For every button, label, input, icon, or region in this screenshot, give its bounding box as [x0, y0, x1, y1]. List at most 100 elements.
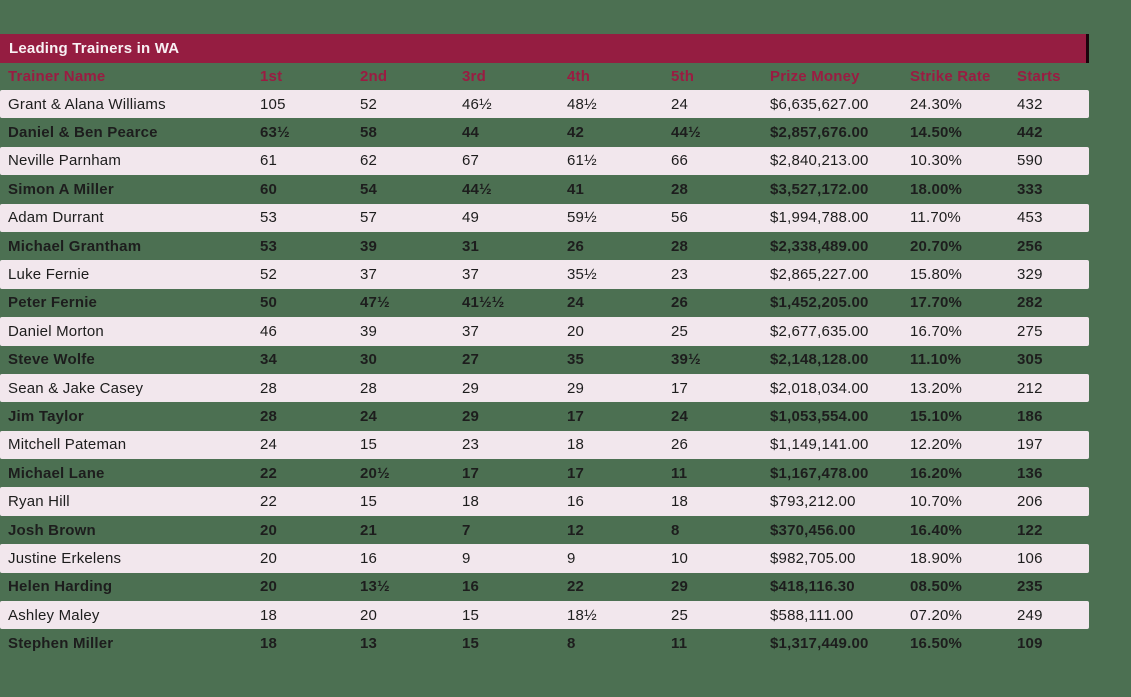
cell-1st: 53 [260, 237, 278, 255]
cell-starts: 109 [1017, 635, 1043, 653]
cell-starts: 256 [1017, 237, 1043, 255]
table-row: Michael Grantham 53 39 31 26 28 $2,338,489.00 2… [0, 232, 1089, 260]
cell-starts: 442 [1017, 124, 1043, 142]
cell-prize-money: $982,705.00 [770, 549, 856, 567]
cell-1st: 22 [260, 493, 278, 511]
column-header-3rd: 3rd [462, 68, 486, 85]
cell-5th: 28 [671, 180, 689, 198]
cell-strike-rate: 18.00% [910, 180, 963, 198]
cell-5th: 44½ [671, 124, 701, 142]
cell-strike-rate: 11.10% [910, 351, 962, 369]
cell-3rd: 67 [462, 152, 480, 170]
cell-prize-money: $1,994,788.00 [770, 209, 869, 227]
column-header-starts: Starts [1017, 68, 1061, 85]
table-row: Grant & Alana Williams 105 52 46½ 48½ 24 $6,63… [0, 90, 1089, 119]
cell-starts: 122 [1017, 521, 1043, 539]
cell-starts: 282 [1017, 294, 1043, 312]
cell-2nd: 28 [360, 379, 378, 397]
table-row: Peter Fernie 50 47½ 41½½ 24 26 $1,452,205.00 17… [0, 289, 1089, 317]
cell-4th: 18½ [567, 606, 597, 624]
cell-4th: 59½ [567, 209, 597, 227]
cell-5th: 26 [671, 294, 689, 312]
table-row: Justine Erkelens 20 16 9 9 10 $982,705.00 18.90… [0, 544, 1089, 573]
cell-trainer-name: Stephen Miller [8, 635, 114, 653]
cell-starts: 432 [1017, 95, 1043, 113]
cell-5th: 17 [671, 379, 689, 397]
cell-prize-money: $588,111.00 [770, 606, 854, 624]
cell-strike-rate: 10.70% [910, 493, 963, 511]
cell-3rd: 49 [462, 209, 480, 227]
cell-trainer-name: Michael Grantham [8, 237, 142, 255]
cell-4th: 8 [567, 635, 576, 653]
cell-1st: 20 [260, 549, 278, 567]
cell-starts: 590 [1017, 152, 1043, 170]
cell-2nd: 15 [360, 436, 378, 454]
cell-4th: 17 [567, 464, 585, 482]
table-row: Josh Brown 20 21 7 12 8 $370,456.00 16.40% 122 [0, 516, 1089, 544]
column-header-1st: 1st [260, 68, 283, 85]
cell-1st: 60 [260, 180, 278, 198]
cell-trainer-name: Neville Parnham [8, 152, 122, 170]
cell-4th: 24 [567, 294, 585, 312]
cell-5th: 23 [671, 266, 689, 284]
cell-4th: 18 [567, 436, 585, 454]
cell-prize-money: $1,149,141.00 [770, 436, 869, 454]
cell-2nd: 20½ [360, 464, 390, 482]
table-row: Michael Lane 22 20½ 17 17 11 $1,167,478.00 16.2… [0, 459, 1089, 487]
cell-4th: 26 [567, 237, 585, 255]
cell-5th: 8 [671, 521, 680, 539]
cell-strike-rate: 16.40% [910, 521, 963, 539]
cell-3rd: 9 [462, 549, 471, 567]
cell-strike-rate: 13.20% [910, 379, 963, 397]
cell-1st: 105 [260, 95, 286, 113]
table-row: Steve Wolfe 34 30 27 35 39½ $2,148,128.00 11.10… [0, 346, 1089, 374]
cell-starts: 186 [1017, 407, 1043, 425]
cell-5th: 28 [671, 237, 689, 255]
cell-trainer-name: Jim Taylor [8, 407, 84, 425]
cell-trainer-name: Adam Durrant [8, 209, 104, 227]
cell-2nd: 24 [360, 407, 378, 425]
cell-trainer-name: Ashley Maley [8, 606, 100, 624]
cell-starts: 206 [1017, 493, 1043, 511]
cell-starts: 453 [1017, 209, 1043, 227]
cell-1st: 34 [260, 351, 278, 369]
column-header-trainer-name: Trainer Name [8, 68, 106, 85]
cell-5th: 56 [671, 209, 689, 227]
cell-4th: 35½ [567, 266, 597, 284]
table-row: Ashley Maley 18 20 15 18½ 25 $588,111.00 07.20%… [0, 601, 1089, 630]
cell-2nd: 21 [360, 521, 378, 539]
cell-5th: 26 [671, 436, 689, 454]
cell-4th: 12 [567, 521, 585, 539]
table-body: Grant & Alana Williams 105 52 46½ 48½ 24 $6,63… [0, 90, 1089, 658]
cell-3rd: 29 [462, 379, 480, 397]
cell-strike-rate: 20.70% [910, 237, 963, 255]
cell-strike-rate: 18.90% [910, 549, 963, 567]
cell-prize-money: $2,857,676.00 [770, 124, 869, 142]
cell-trainer-name: Ryan Hill [8, 493, 70, 511]
cell-2nd: 16 [360, 549, 378, 567]
cell-2nd: 15 [360, 493, 378, 511]
cell-starts: 235 [1017, 578, 1043, 596]
cell-trainer-name: Mitchell Pateman [8, 436, 127, 454]
cell-prize-money: $1,317,449.00 [770, 635, 869, 653]
cell-trainer-name: Justine Erkelens [8, 549, 122, 567]
cell-trainer-name: Daniel Morton [8, 322, 104, 340]
cell-2nd: 30 [360, 351, 378, 369]
cell-4th: 42 [567, 124, 585, 142]
cell-2nd: 58 [360, 124, 378, 142]
cell-1st: 46 [260, 322, 278, 340]
cell-trainer-name: Peter Fernie [8, 294, 98, 312]
cell-starts: 329 [1017, 266, 1043, 284]
cell-2nd: 20 [360, 606, 378, 624]
cell-trainer-name: Simon A Miller [8, 180, 114, 198]
cell-4th: 9 [567, 549, 576, 567]
cell-prize-money: $1,053,554.00 [770, 407, 869, 425]
cell-3rd: 37 [462, 322, 480, 340]
cell-3rd: 17 [462, 464, 480, 482]
cell-trainer-name: Josh Brown [8, 521, 96, 539]
cell-2nd: 39 [360, 237, 378, 255]
cell-3rd: 29 [462, 407, 480, 425]
cell-5th: 39½ [671, 351, 701, 369]
cell-3rd: 7 [462, 521, 471, 539]
